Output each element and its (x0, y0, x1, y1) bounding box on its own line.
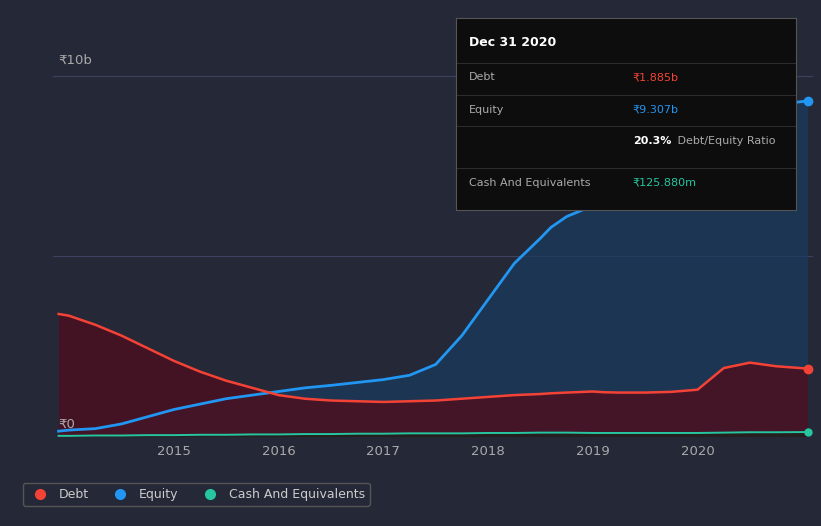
Text: ₹10b: ₹10b (58, 54, 93, 67)
Text: Cash And Equivalents: Cash And Equivalents (470, 178, 591, 188)
Text: Dec 31 2020: Dec 31 2020 (470, 36, 557, 49)
Text: 20.3%: 20.3% (633, 136, 672, 146)
Legend: Debt, Equity, Cash And Equivalents: Debt, Equity, Cash And Equivalents (23, 483, 369, 506)
Text: Debt: Debt (470, 72, 496, 82)
Text: ₹9.307b: ₹9.307b (633, 105, 679, 115)
Text: ₹1.885b: ₹1.885b (633, 72, 679, 82)
Text: ₹0: ₹0 (58, 418, 76, 431)
Text: Equity: Equity (470, 105, 505, 115)
Text: Debt/Equity Ratio: Debt/Equity Ratio (674, 136, 775, 146)
Text: ₹125.880m: ₹125.880m (633, 178, 697, 188)
